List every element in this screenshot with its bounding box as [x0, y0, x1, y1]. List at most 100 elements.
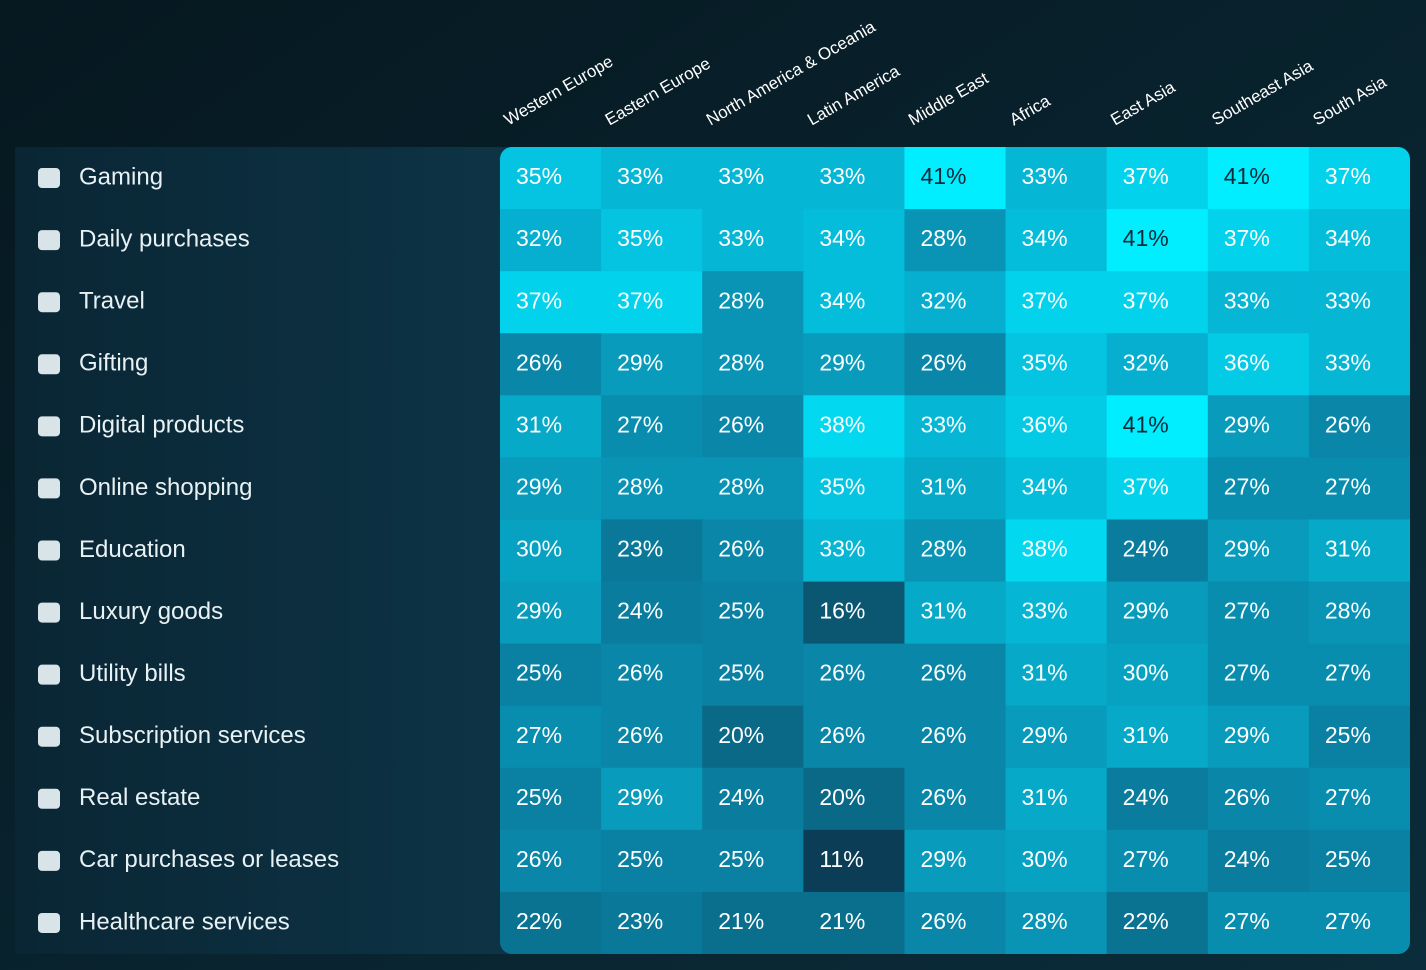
cell-label: 34% — [819, 287, 865, 313]
cell-label: 25% — [1325, 722, 1371, 748]
cell-label: 27% — [1224, 908, 1270, 934]
cell-label: 28% — [718, 474, 764, 500]
row-icon — [38, 292, 60, 313]
cell-label: 33% — [1022, 163, 1068, 189]
row-label: Gifting — [79, 350, 148, 377]
cell-label: 33% — [718, 163, 764, 189]
cell — [1005, 829, 1108, 893]
cell — [803, 705, 905, 769]
cell — [500, 643, 602, 707]
cell-label: 25% — [718, 598, 764, 624]
cell — [1207, 209, 1310, 272]
row-label: Travel — [79, 288, 145, 315]
cell — [702, 519, 804, 583]
cell-label: 21% — [718, 908, 764, 934]
cell — [1308, 271, 1410, 334]
cell — [1207, 147, 1310, 210]
cell — [1308, 705, 1410, 769]
cell — [803, 891, 905, 954]
cell — [1005, 519, 1108, 583]
cell-label: 37% — [1022, 287, 1068, 313]
cell-label: 26% — [617, 660, 663, 686]
cell — [601, 829, 703, 893]
cell-label: 29% — [1224, 536, 1270, 562]
cell — [1005, 767, 1108, 831]
cell — [1106, 519, 1209, 583]
cell-label: 22% — [516, 908, 562, 934]
cell-label: 29% — [1022, 722, 1068, 748]
cell — [904, 581, 1007, 645]
cell-label: 27% — [1325, 908, 1371, 934]
cell — [1106, 395, 1209, 458]
cell — [1106, 891, 1209, 954]
cell-label: 26% — [920, 908, 966, 934]
cell-label: 37% — [516, 287, 562, 313]
cell — [1308, 209, 1410, 272]
cell-label: 26% — [718, 536, 764, 562]
cell — [1207, 581, 1310, 645]
cell — [500, 891, 602, 954]
cell-label: 37% — [1123, 474, 1169, 500]
cell-label: 24% — [1224, 846, 1270, 872]
cell — [1106, 271, 1209, 334]
cell — [702, 705, 804, 769]
cell-label: 36% — [1224, 349, 1270, 375]
cell — [500, 147, 602, 210]
cell-label: 33% — [819, 536, 865, 562]
cell — [1207, 767, 1310, 831]
cell-label: 23% — [617, 536, 663, 562]
cell — [500, 767, 602, 831]
cell-label: 25% — [718, 660, 764, 686]
cell-label: 32% — [516, 225, 562, 251]
row-icon — [38, 602, 60, 623]
cell — [601, 891, 703, 954]
cell-label: 28% — [1022, 908, 1068, 934]
cell-label: 26% — [920, 660, 966, 686]
cell-label: 25% — [718, 846, 764, 872]
cell-label: 27% — [1224, 660, 1270, 686]
cell — [904, 519, 1007, 583]
cell-label: 31% — [516, 411, 562, 437]
cell — [702, 767, 804, 831]
cell-label: 27% — [617, 411, 663, 437]
cell-label: 33% — [1224, 287, 1270, 313]
cell — [1106, 209, 1209, 272]
row-icon — [38, 788, 60, 809]
cell — [1207, 271, 1310, 334]
cell — [1005, 271, 1108, 334]
row-label: Real estate — [79, 784, 200, 811]
row-label: Utility bills — [79, 660, 186, 687]
cell — [601, 395, 703, 458]
cell-label: 34% — [1022, 225, 1068, 251]
cell-label: 24% — [718, 784, 764, 810]
cell — [803, 829, 905, 893]
cell-label: 28% — [617, 474, 663, 500]
cell-label: 33% — [920, 411, 966, 437]
row-icon — [38, 850, 60, 871]
cell-label: 28% — [1325, 598, 1371, 624]
cell — [1005, 395, 1108, 458]
cell-label: 21% — [819, 908, 865, 934]
cell — [803, 395, 905, 458]
cell — [601, 705, 703, 769]
cell — [1106, 147, 1209, 210]
cell-label: 29% — [1123, 598, 1169, 624]
cell-label: 26% — [920, 784, 966, 810]
cell — [904, 209, 1007, 272]
cell — [1207, 705, 1310, 769]
row-icon — [38, 354, 60, 375]
cell — [702, 891, 804, 954]
cell — [1308, 457, 1410, 520]
cell — [702, 333, 804, 396]
cell-label: 25% — [1325, 846, 1371, 872]
cell-label: 37% — [1224, 225, 1270, 251]
cell — [500, 209, 602, 272]
cell-label: 28% — [718, 287, 764, 313]
cell — [1005, 891, 1108, 954]
cell-label: 26% — [617, 722, 663, 748]
cell-label: 37% — [1123, 287, 1169, 313]
cell — [904, 643, 1007, 707]
cell — [1308, 829, 1410, 893]
cell-label: 20% — [819, 784, 865, 810]
cell — [1005, 209, 1108, 272]
